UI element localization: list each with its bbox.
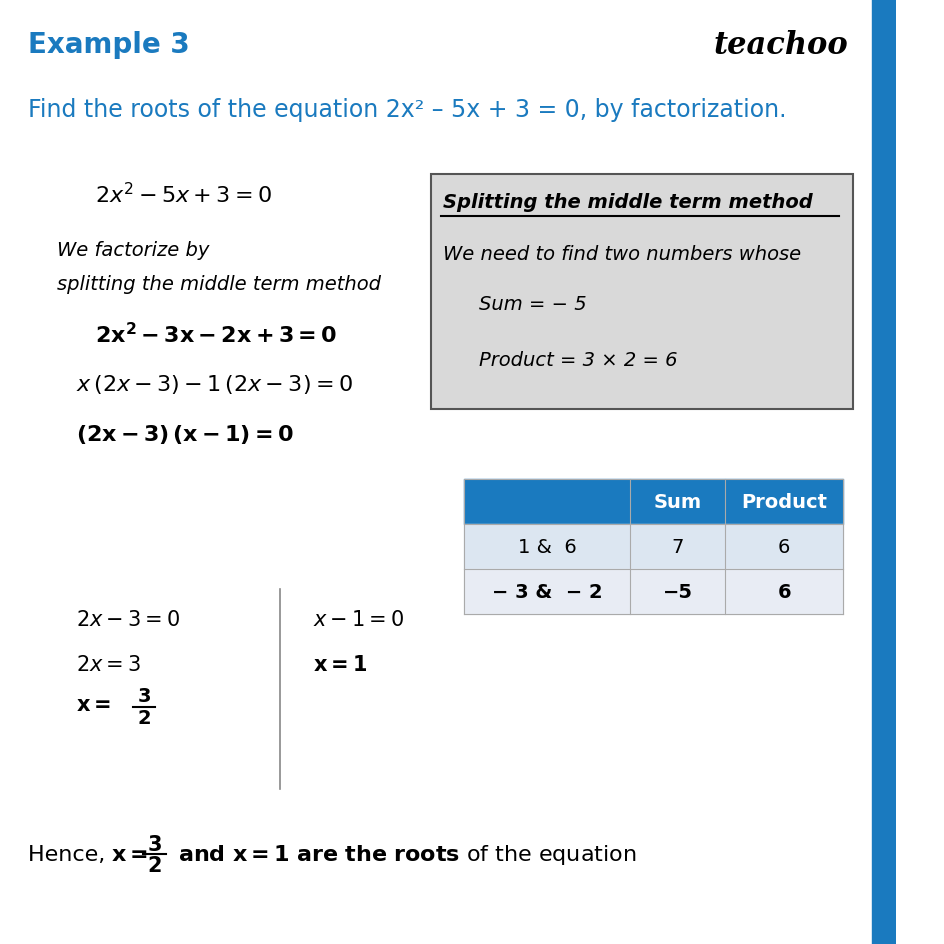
- Text: Example 3: Example 3: [28, 31, 190, 59]
- Text: $\mathbf{x = 1}$: $\mathbf{x = 1}$: [312, 654, 366, 674]
- Text: Sum = − 5: Sum = − 5: [478, 295, 585, 314]
- Text: 6: 6: [777, 582, 790, 601]
- Text: 6: 6: [777, 537, 789, 556]
- Text: $\mathbf{and\ x = 1\ are\ the\ roots}$ of the equation: $\mathbf{and\ x = 1\ are\ the\ roots}$ o…: [171, 842, 635, 866]
- Text: $2x - 3 = 0$: $2x - 3 = 0$: [76, 610, 179, 630]
- Text: Sum: Sum: [653, 493, 701, 512]
- Text: $\mathbf{(2x - 3)\,(x - 1) = 0}$: $\mathbf{(2x - 3)\,(x - 1) = 0}$: [76, 423, 294, 446]
- Text: 3: 3: [137, 687, 151, 706]
- Bar: [464, 569, 843, 615]
- Text: $\mathbf{2x^2 - 3x - 2x + 3 = 0}$: $\mathbf{2x^2 - 3x - 2x + 3 = 0}$: [94, 322, 337, 347]
- Text: $\mathbf{x =}$: $\mathbf{x =}$: [76, 694, 110, 715]
- Text: $x\,(2x - 3) - 1\,(2x - 3) = 0$: $x\,(2x - 3) - 1\,(2x - 3) = 0$: [76, 373, 352, 396]
- Text: $2x = 3$: $2x = 3$: [76, 654, 141, 674]
- Text: $2x^2 - 5x + 3 = 0$: $2x^2 - 5x + 3 = 0$: [94, 182, 272, 208]
- Text: − 3 &  − 2: − 3 & − 2: [492, 582, 602, 601]
- Text: Hence,: Hence,: [28, 844, 112, 864]
- Text: $x - 1 = 0$: $x - 1 = 0$: [312, 610, 404, 630]
- Bar: [871, 0, 895, 944]
- Text: Product: Product: [740, 493, 826, 512]
- Text: teachoo: teachoo: [713, 29, 848, 60]
- Text: Splitting the middle term method: Splitting the middle term method: [442, 194, 812, 212]
- Text: 2: 2: [147, 855, 161, 875]
- Text: We factorize by: We factorize by: [57, 240, 209, 260]
- Text: $\mathbf{x =}$: $\mathbf{x =}$: [110, 844, 147, 864]
- Bar: [464, 525, 843, 569]
- Text: Find the roots of the equation 2x² – 5x + 3 = 0, by factorization.: Find the roots of the equation 2x² – 5x …: [28, 98, 786, 122]
- Text: 1 &  6: 1 & 6: [517, 537, 576, 556]
- Bar: [464, 480, 843, 525]
- Text: −5: −5: [662, 582, 692, 601]
- Text: We need to find two numbers whose: We need to find two numbers whose: [442, 245, 800, 264]
- Text: splitting the middle term method: splitting the middle term method: [57, 276, 380, 295]
- Text: 7: 7: [671, 537, 683, 556]
- Text: Product = 3 × 2 = 6: Product = 3 × 2 = 6: [478, 350, 677, 369]
- Text: 3: 3: [147, 834, 161, 854]
- Text: 2: 2: [137, 708, 151, 727]
- FancyBboxPatch shape: [430, 175, 852, 410]
